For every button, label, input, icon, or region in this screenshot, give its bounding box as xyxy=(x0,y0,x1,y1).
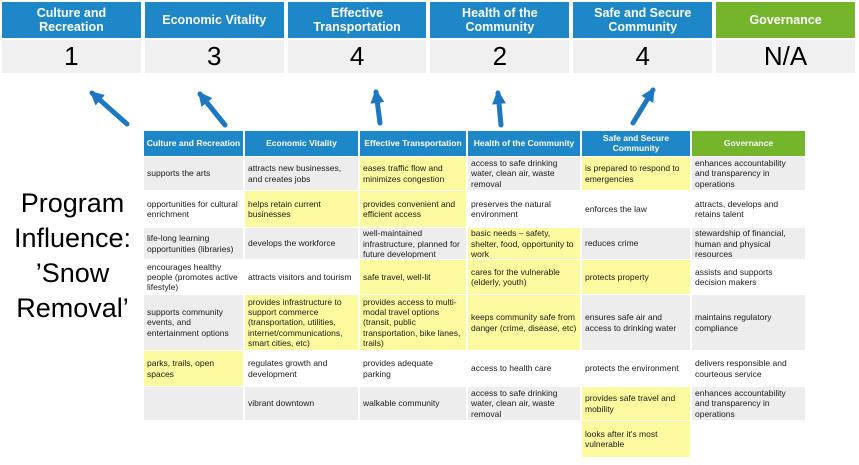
matrix-cell: develops the workforce xyxy=(245,228,360,260)
matrix-cell: attracts visitors and tourism xyxy=(245,260,360,295)
arrow-icon xyxy=(89,90,130,127)
matrix-cell: opportunities for cultural enrichment xyxy=(144,191,245,228)
matrix-header-cell: Safe and Secure Community xyxy=(582,131,692,157)
matrix-cell: enhances accountability and transparency… xyxy=(692,387,805,421)
matrix-cell xyxy=(692,421,805,458)
matrix-cell: provides infrastructure to support comme… xyxy=(245,295,360,351)
matrix-cell: looks after it's most vulnerable xyxy=(582,421,692,458)
matrix-cell: preserves the natural environment xyxy=(468,191,582,228)
matrix-cell: encourages healthy people (promotes acti… xyxy=(144,260,245,295)
matrix-cell: parks, trails, open spaces xyxy=(144,351,245,387)
priority-column: Safe and Secure Community 4 xyxy=(573,2,713,73)
program-influence-title: Program Influence: ’Snow Removal’ xyxy=(0,186,145,326)
priority-column: Health of the Community 2 xyxy=(430,2,570,73)
matrix-header-cell: Economic Vitality xyxy=(245,131,360,157)
priority-header: Culture and Recreation xyxy=(2,2,141,38)
matrix-cell: keeps community safe from danger (crime,… xyxy=(468,295,582,351)
matrix-cell: protects the environment xyxy=(582,351,692,387)
matrix-cell: vibrant downtown xyxy=(245,387,360,421)
priority-score: 2 xyxy=(430,40,570,73)
priority-header: Safe and Secure Community xyxy=(573,2,713,38)
matrix-header-cell: Effective Transportation xyxy=(360,131,468,157)
matrix-cell: is prepared to respond to emergencies xyxy=(582,157,692,191)
matrix-cell: walkable community xyxy=(360,387,468,421)
title-line: Removal’ xyxy=(16,293,129,323)
matrix-cell: enhances accountability and transparency… xyxy=(692,157,805,191)
matrix-cell: supports the arts xyxy=(144,157,245,191)
matrix-cell xyxy=(144,387,245,421)
matrix-cell: well-maintained infrastructure, planned … xyxy=(360,228,468,260)
matrix-cell: safe travel, well-lit xyxy=(360,260,468,295)
matrix-cell xyxy=(144,421,245,458)
priority-header: Economic Vitality xyxy=(144,2,284,38)
priority-score: N/A xyxy=(716,40,855,73)
priority-header: Governance xyxy=(716,2,855,38)
matrix-cell xyxy=(245,421,360,458)
matrix-header-cell: Health of the Community xyxy=(468,131,582,157)
matrix-cell: enforces the law xyxy=(582,191,692,228)
priorities-bar: Culture and Recreation 1 Economic Vitality… xyxy=(2,2,855,73)
priority-column: Governance N/A xyxy=(716,2,855,73)
title-line: Influence: xyxy=(13,223,132,253)
arrow-icon xyxy=(492,90,506,128)
matrix-cell: helps retain current businesses xyxy=(245,191,360,228)
priority-score: 4 xyxy=(287,40,427,73)
priority-score: 1 xyxy=(2,40,141,73)
matrix-cell: supports community events, and entertain… xyxy=(144,295,245,351)
matrix-cell: protects property xyxy=(582,260,692,295)
matrix-cell: basic needs – safety, shelter, food, opp… xyxy=(468,228,582,260)
arrow-icon xyxy=(197,91,228,128)
matrix-cell: ensures safe air and access to drinking … xyxy=(582,295,692,351)
matrix-cell: maintains regulatory compliance xyxy=(692,295,805,351)
matrix-header-cell: Governance xyxy=(692,131,805,157)
arrow-icon xyxy=(370,89,385,126)
matrix-cell: assists and supports decision makers xyxy=(692,260,805,295)
matrix-header-cell: Culture and Recreation xyxy=(144,131,245,157)
priority-score: 4 xyxy=(573,40,713,73)
priority-column: Effective Transportation 4 xyxy=(287,2,427,73)
title-line: Program xyxy=(20,188,125,218)
matrix-cell: access to safe drinking water, clean air… xyxy=(468,157,582,191)
matrix-cell: reduces crime xyxy=(582,228,692,260)
matrix-cell: attracts, develops and retains talent xyxy=(692,191,805,228)
matrix-cell: cares for the vulnerable (elderly, youth… xyxy=(468,260,582,295)
matrix-cell xyxy=(468,421,582,458)
title-line: ’Snow xyxy=(35,258,110,288)
matrix-cell: provides safe travel and mobility xyxy=(582,387,692,421)
priority-header: Effective Transportation xyxy=(287,2,427,38)
arrow-icon xyxy=(630,87,656,126)
priority-score: 3 xyxy=(144,40,284,73)
matrix-cell: provides adequate parking xyxy=(360,351,468,387)
matrix-cell: access to health care xyxy=(468,351,582,387)
priority-column: Economic Vitality 3 xyxy=(144,2,284,73)
matrix-cell: regulates growth and development xyxy=(245,351,360,387)
matrix-cell xyxy=(360,421,468,458)
matrix-cell: access to safe drinking water, clean air… xyxy=(468,387,582,421)
matrix-cell: provides convenient and efficient access xyxy=(360,191,468,228)
matrix-cell: provides access to multi-modal travel op… xyxy=(360,295,468,351)
matrix-cell: delivers responsible and courteous servi… xyxy=(692,351,805,387)
priority-column: Culture and Recreation 1 xyxy=(2,2,141,73)
matrix-cell: stewardship of financial, human and phys… xyxy=(692,228,805,260)
matrix-cell: attracts new businesses, and creates job… xyxy=(245,157,360,191)
matrix-cell: life-long learning opportunities (librar… xyxy=(144,228,245,260)
matrix-cell: eases traffic flow and minimizes congest… xyxy=(360,157,468,191)
influence-matrix: Culture and Recreation supports the arts o… xyxy=(144,131,805,458)
priority-header: Health of the Community xyxy=(430,2,570,38)
